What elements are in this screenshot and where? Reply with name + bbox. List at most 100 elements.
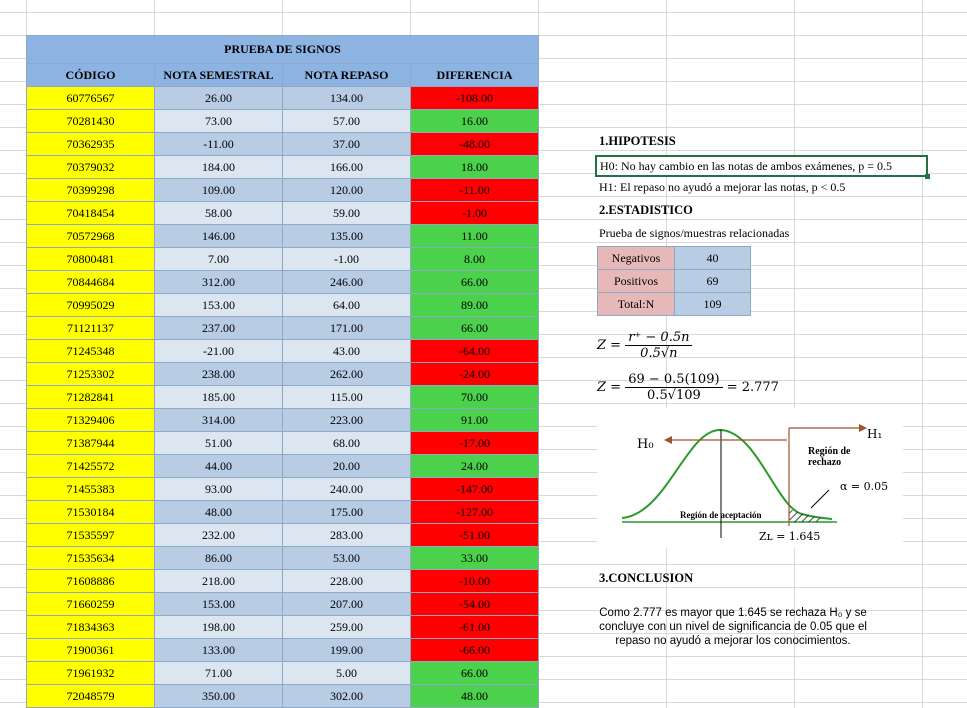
count-label-negativos[interactable]: Negativos <box>597 246 675 270</box>
cell-codigo[interactable]: 71900361 <box>26 638 155 662</box>
conclusion-text[interactable]: Como 2.777 es mayor que 1.645 se rechaza… <box>599 607 867 647</box>
cell-diferencia[interactable]: -11.00 <box>410 178 539 202</box>
cell-diferencia[interactable]: -108.00 <box>410 86 539 110</box>
cell-nota-semestral[interactable]: 86.00 <box>154 546 283 570</box>
cell-diferencia[interactable]: 91.00 <box>410 408 539 432</box>
cell-codigo[interactable]: 71245348 <box>26 339 155 363</box>
cell-codigo[interactable]: 70995029 <box>26 293 155 317</box>
cell-nota-semestral[interactable]: 146.00 <box>154 224 283 248</box>
cell-nota-semestral[interactable]: 73.00 <box>154 109 283 133</box>
cell-nota-repaso[interactable]: 199.00 <box>282 638 411 662</box>
cell-codigo[interactable]: 72048579 <box>26 684 155 708</box>
cell-nota-semestral[interactable]: 350.00 <box>154 684 283 708</box>
cell-diferencia[interactable]: 16.00 <box>410 109 539 133</box>
cell-diferencia[interactable]: 66.00 <box>410 270 539 294</box>
test-name[interactable]: Prueba de signos/muestras relacionadas <box>599 226 790 240</box>
cell-nota-repaso[interactable]: 171.00 <box>282 316 411 340</box>
cell-codigo[interactable]: 60776567 <box>26 86 155 110</box>
table-title[interactable]: PRUEBA DE SIGNOS <box>26 35 539 64</box>
cell-nota-semestral[interactable]: 198.00 <box>154 615 283 639</box>
cell-codigo[interactable]: 71329406 <box>26 408 155 432</box>
cell-nota-semestral[interactable]: 153.00 <box>154 592 283 616</box>
cell-codigo[interactable]: 71961932 <box>26 661 155 685</box>
cell-nota-semestral[interactable]: 153.00 <box>154 293 283 317</box>
cell-diferencia[interactable]: 18.00 <box>410 155 539 179</box>
h1-text[interactable]: H1: El repaso no ayudó a mejorar las not… <box>599 180 846 194</box>
header-nota-semestral[interactable]: NOTA SEMESTRAL <box>154 63 283 87</box>
cell-nota-repaso[interactable]: 228.00 <box>282 569 411 593</box>
cell-nota-semestral[interactable]: 184.00 <box>154 155 283 179</box>
cell-nota-repaso[interactable]: 115.00 <box>282 385 411 409</box>
cell-nota-repaso[interactable]: 240.00 <box>282 477 411 501</box>
cell-nota-semestral[interactable]: 71.00 <box>154 661 283 685</box>
cell-nota-semestral[interactable]: 109.00 <box>154 178 283 202</box>
cell-nota-repaso[interactable]: 175.00 <box>282 500 411 524</box>
cell-nota-repaso[interactable]: 262.00 <box>282 362 411 386</box>
cell-diferencia[interactable]: -127.00 <box>410 500 539 524</box>
cell-codigo[interactable]: 70418454 <box>26 201 155 225</box>
cell-nota-repaso[interactable]: 135.00 <box>282 224 411 248</box>
cell-diferencia[interactable]: 33.00 <box>410 546 539 570</box>
cell-diferencia[interactable]: -1.00 <box>410 201 539 225</box>
cell-diferencia[interactable]: 11.00 <box>410 224 539 248</box>
cell-nota-repaso[interactable]: 64.00 <box>282 293 411 317</box>
cell-nota-semestral[interactable]: 218.00 <box>154 569 283 593</box>
cell-nota-repaso[interactable]: 223.00 <box>282 408 411 432</box>
count-value-total[interactable]: 109 <box>674 292 751 316</box>
cell-nota-repaso[interactable]: 43.00 <box>282 339 411 363</box>
cell-nota-semestral[interactable]: 48.00 <box>154 500 283 524</box>
cell-codigo[interactable]: 71282841 <box>26 385 155 409</box>
cell-nota-repaso[interactable]: 68.00 <box>282 431 411 455</box>
cell-nota-repaso[interactable]: 120.00 <box>282 178 411 202</box>
cell-codigo[interactable]: 71608886 <box>26 569 155 593</box>
cell-codigo[interactable]: 71387944 <box>26 431 155 455</box>
cell-nota-repaso[interactable]: 283.00 <box>282 523 411 547</box>
cell-diferencia[interactable]: -24.00 <box>410 362 539 386</box>
cell-nota-repaso[interactable]: 166.00 <box>282 155 411 179</box>
cell-diferencia[interactable]: 70.00 <box>410 385 539 409</box>
hypothesis-title[interactable]: 1.HIPOTESIS <box>599 134 676 148</box>
cell-diferencia[interactable]: 89.00 <box>410 293 539 317</box>
cell-nota-repaso[interactable]: 259.00 <box>282 615 411 639</box>
cell-codigo[interactable]: 71834363 <box>26 615 155 639</box>
header-codigo[interactable]: CÓDIGO <box>26 63 155 87</box>
cell-nota-semestral[interactable]: 93.00 <box>154 477 283 501</box>
cell-nota-semestral[interactable]: -11.00 <box>154 132 283 156</box>
cell-diferencia[interactable]: -147.00 <box>410 477 539 501</box>
conclusion-title[interactable]: 3.CONCLUSION <box>599 571 694 585</box>
cell-codigo[interactable]: 71660259 <box>26 592 155 616</box>
cell-nota-repaso[interactable]: 134.00 <box>282 86 411 110</box>
fill-handle[interactable] <box>925 174 930 179</box>
cell-nota-repaso[interactable]: 302.00 <box>282 684 411 708</box>
cell-codigo[interactable]: 71455383 <box>26 477 155 501</box>
header-nota-repaso[interactable]: NOTA REPASO <box>282 63 411 87</box>
cell-nota-repaso[interactable]: 246.00 <box>282 270 411 294</box>
cell-diferencia[interactable]: 48.00 <box>410 684 539 708</box>
statistic-title[interactable]: 2.ESTADISTICO <box>599 203 693 217</box>
count-value-negativos[interactable]: 40 <box>674 246 751 270</box>
h0-cell-selected[interactable]: H0: No hay cambio en las notas de ambos … <box>595 155 928 177</box>
cell-diferencia[interactable]: -61.00 <box>410 615 539 639</box>
cell-codigo[interactable]: 70281430 <box>26 109 155 133</box>
cell-nota-repaso[interactable]: 207.00 <box>282 592 411 616</box>
cell-diferencia[interactable]: 66.00 <box>410 661 539 685</box>
cell-nota-semestral[interactable]: 312.00 <box>154 270 283 294</box>
cell-nota-semestral[interactable]: 314.00 <box>154 408 283 432</box>
cell-nota-semestral[interactable]: 185.00 <box>154 385 283 409</box>
cell-codigo[interactable]: 71253302 <box>26 362 155 386</box>
cell-codigo[interactable]: 71121137 <box>26 316 155 340</box>
cell-nota-semestral[interactable]: 237.00 <box>154 316 283 340</box>
cell-diferencia[interactable]: -51.00 <box>410 523 539 547</box>
cell-nota-repaso[interactable]: 57.00 <box>282 109 411 133</box>
cell-nota-semestral[interactable]: -21.00 <box>154 339 283 363</box>
cell-diferencia[interactable]: -54.00 <box>410 592 539 616</box>
cell-codigo[interactable]: 70844684 <box>26 270 155 294</box>
cell-nota-repaso[interactable]: -1.00 <box>282 247 411 271</box>
cell-diferencia[interactable]: -48.00 <box>410 132 539 156</box>
cell-nota-semestral[interactable]: 232.00 <box>154 523 283 547</box>
count-label-total[interactable]: Total:N <box>597 292 675 316</box>
cell-codigo[interactable]: 71535597 <box>26 523 155 547</box>
cell-diferencia[interactable]: -66.00 <box>410 638 539 662</box>
cell-nota-semestral[interactable]: 51.00 <box>154 431 283 455</box>
cell-nota-semestral[interactable]: 58.00 <box>154 201 283 225</box>
